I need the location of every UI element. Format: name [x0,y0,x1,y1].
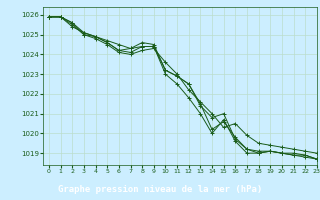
Text: Graphe pression niveau de la mer (hPa): Graphe pression niveau de la mer (hPa) [58,185,262,194]
